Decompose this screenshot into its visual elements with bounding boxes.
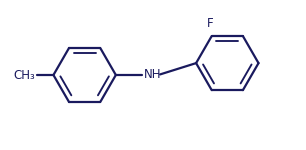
Text: CH₃: CH₃ xyxy=(13,69,35,81)
Text: F: F xyxy=(207,16,214,30)
Text: NH: NH xyxy=(144,68,162,81)
